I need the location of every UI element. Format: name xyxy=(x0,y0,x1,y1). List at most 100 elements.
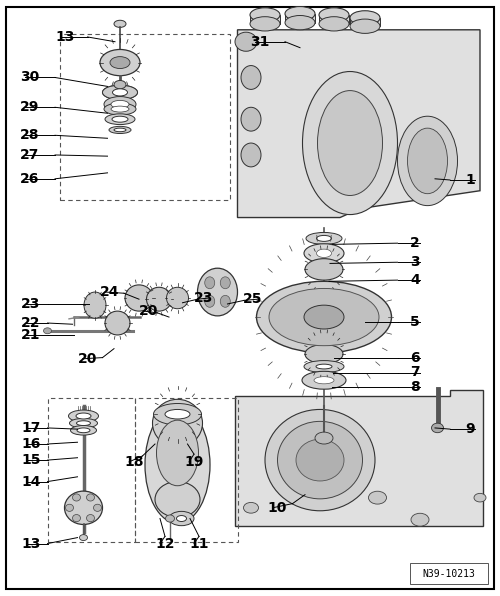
Ellipse shape xyxy=(77,428,90,433)
Text: 15: 15 xyxy=(21,453,41,467)
Text: 24: 24 xyxy=(100,285,120,299)
Ellipse shape xyxy=(265,409,375,511)
Ellipse shape xyxy=(204,296,214,308)
Ellipse shape xyxy=(250,8,280,22)
Text: 14: 14 xyxy=(21,474,41,489)
Ellipse shape xyxy=(285,7,315,21)
Text: 28: 28 xyxy=(20,128,40,142)
Ellipse shape xyxy=(305,259,343,280)
Text: 13: 13 xyxy=(56,30,74,44)
Text: 31: 31 xyxy=(250,35,270,49)
Ellipse shape xyxy=(306,232,342,244)
Text: 2: 2 xyxy=(410,236,420,250)
Ellipse shape xyxy=(111,106,129,112)
Ellipse shape xyxy=(114,80,126,89)
Text: 1: 1 xyxy=(465,173,475,187)
Ellipse shape xyxy=(296,439,344,481)
Ellipse shape xyxy=(70,418,98,428)
Text: 7: 7 xyxy=(410,365,420,380)
Ellipse shape xyxy=(304,361,344,372)
Text: 18: 18 xyxy=(124,455,144,469)
Bar xyxy=(60,34,230,200)
Ellipse shape xyxy=(166,287,188,309)
Ellipse shape xyxy=(302,72,398,215)
Ellipse shape xyxy=(432,423,444,433)
Ellipse shape xyxy=(278,421,362,499)
Text: 3: 3 xyxy=(410,255,420,269)
Ellipse shape xyxy=(316,235,332,241)
Ellipse shape xyxy=(64,491,102,524)
Bar xyxy=(135,398,238,542)
Bar xyxy=(410,563,488,584)
Ellipse shape xyxy=(285,15,315,30)
Ellipse shape xyxy=(474,493,486,502)
Ellipse shape xyxy=(368,491,386,504)
Ellipse shape xyxy=(220,296,230,308)
Text: 11: 11 xyxy=(189,536,209,551)
Text: 9: 9 xyxy=(465,422,475,436)
Ellipse shape xyxy=(269,288,379,346)
Ellipse shape xyxy=(319,17,349,31)
Ellipse shape xyxy=(105,311,130,335)
Ellipse shape xyxy=(198,268,237,316)
Text: 4: 4 xyxy=(410,273,420,287)
Text: 27: 27 xyxy=(20,148,40,162)
Ellipse shape xyxy=(154,403,202,425)
Ellipse shape xyxy=(244,502,258,513)
Text: 6: 6 xyxy=(410,350,420,365)
Ellipse shape xyxy=(68,410,98,422)
Ellipse shape xyxy=(114,20,126,27)
Text: 16: 16 xyxy=(22,437,40,451)
Ellipse shape xyxy=(256,281,392,353)
Ellipse shape xyxy=(44,328,52,334)
Ellipse shape xyxy=(112,116,128,122)
Bar xyxy=(48,398,135,542)
Text: N39-10213: N39-10213 xyxy=(422,569,475,579)
Ellipse shape xyxy=(155,482,200,517)
Ellipse shape xyxy=(146,287,172,311)
Ellipse shape xyxy=(318,91,382,195)
Polygon shape xyxy=(319,15,349,24)
Text: 23: 23 xyxy=(22,297,40,311)
Ellipse shape xyxy=(100,49,140,76)
Ellipse shape xyxy=(112,89,128,96)
Ellipse shape xyxy=(66,504,74,511)
Ellipse shape xyxy=(105,114,135,125)
Ellipse shape xyxy=(94,504,102,511)
Ellipse shape xyxy=(241,143,261,167)
Text: 26: 26 xyxy=(20,172,40,186)
Ellipse shape xyxy=(408,128,448,194)
Ellipse shape xyxy=(104,103,136,115)
Text: 17: 17 xyxy=(22,421,40,435)
Ellipse shape xyxy=(114,128,126,132)
Polygon shape xyxy=(238,30,480,218)
Ellipse shape xyxy=(104,97,136,112)
Text: 13: 13 xyxy=(22,536,40,551)
Ellipse shape xyxy=(316,249,332,257)
Ellipse shape xyxy=(165,409,190,419)
Ellipse shape xyxy=(314,377,334,384)
Ellipse shape xyxy=(250,17,280,31)
Ellipse shape xyxy=(86,514,94,522)
Ellipse shape xyxy=(319,8,349,22)
Text: 12: 12 xyxy=(155,536,175,551)
Ellipse shape xyxy=(84,292,106,318)
Polygon shape xyxy=(285,14,315,23)
Ellipse shape xyxy=(176,516,186,522)
Text: 21: 21 xyxy=(21,328,41,342)
Ellipse shape xyxy=(350,11,380,25)
Text: 5: 5 xyxy=(410,315,420,329)
Ellipse shape xyxy=(166,515,174,522)
Ellipse shape xyxy=(86,494,94,501)
Ellipse shape xyxy=(235,32,257,51)
Text: 20: 20 xyxy=(78,352,97,366)
Ellipse shape xyxy=(411,513,429,526)
Ellipse shape xyxy=(398,116,458,206)
Ellipse shape xyxy=(156,420,198,486)
Text: 23: 23 xyxy=(194,291,214,305)
Ellipse shape xyxy=(304,305,344,329)
Ellipse shape xyxy=(169,511,194,526)
Polygon shape xyxy=(235,390,482,526)
Ellipse shape xyxy=(350,19,380,33)
Ellipse shape xyxy=(204,277,214,288)
